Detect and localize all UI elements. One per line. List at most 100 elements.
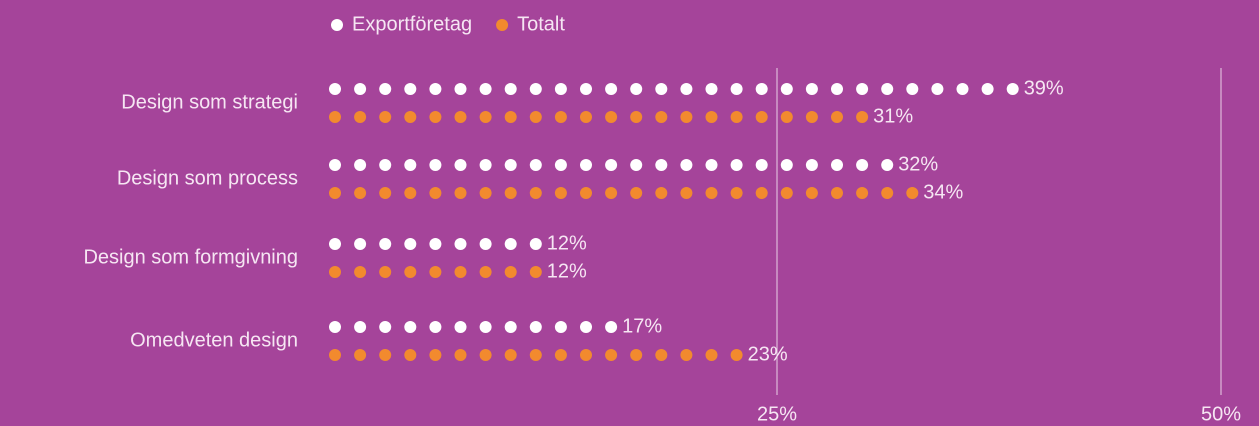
dot — [805, 111, 818, 123]
dot — [755, 159, 768, 171]
dot — [554, 349, 567, 361]
dot — [856, 159, 869, 171]
dot — [580, 111, 592, 123]
dot — [479, 187, 492, 199]
dot — [956, 83, 969, 95]
dot — [529, 349, 542, 361]
dot — [329, 187, 341, 199]
value-label: 34% — [923, 181, 963, 203]
category-label: Design som strategi — [121, 91, 298, 113]
dot — [404, 321, 417, 333]
dot — [379, 111, 392, 123]
value-label: 23% — [748, 343, 788, 365]
dot — [354, 238, 367, 250]
value-label: 39% — [1024, 77, 1064, 99]
dot — [329, 159, 341, 171]
dot — [881, 159, 894, 171]
dot — [429, 111, 442, 123]
dot — [379, 159, 392, 171]
dot — [429, 159, 442, 171]
dot — [805, 83, 818, 95]
dot — [680, 349, 693, 361]
dot — [354, 111, 367, 123]
dot — [429, 238, 442, 250]
dot — [529, 159, 542, 171]
dot — [429, 266, 442, 278]
dot — [1006, 83, 1019, 95]
dot — [354, 266, 367, 278]
dot — [881, 187, 894, 199]
dot — [329, 266, 341, 278]
dot — [354, 349, 367, 361]
dot — [404, 266, 417, 278]
dot — [831, 111, 843, 123]
dot — [429, 187, 442, 199]
dot — [429, 83, 442, 95]
dot — [479, 321, 492, 333]
dot — [906, 187, 919, 199]
dot — [329, 83, 341, 95]
dot — [856, 83, 869, 95]
dot-bar — [329, 321, 618, 333]
dot-bar — [329, 349, 743, 361]
dot — [580, 321, 592, 333]
dot — [705, 111, 718, 123]
legend-label: Totalt — [517, 13, 565, 35]
dot — [529, 83, 542, 95]
dot — [529, 111, 542, 123]
dot — [680, 83, 693, 95]
dot — [730, 83, 743, 95]
dot — [605, 349, 618, 361]
value-label: 17% — [622, 315, 662, 337]
dot — [580, 159, 592, 171]
dot — [354, 159, 367, 171]
dot — [630, 159, 643, 171]
dot — [705, 83, 718, 95]
dot — [479, 349, 492, 361]
dot — [404, 238, 417, 250]
dot — [831, 187, 843, 199]
dot — [504, 349, 517, 361]
dot — [680, 159, 693, 171]
x-tick-label: 25% — [757, 403, 797, 425]
dot — [755, 111, 768, 123]
dot — [479, 159, 492, 171]
dot — [504, 321, 517, 333]
dot — [655, 111, 668, 123]
dot — [630, 187, 643, 199]
dot — [354, 321, 367, 333]
dot — [780, 111, 793, 123]
dot — [329, 238, 341, 250]
dot — [504, 266, 517, 278]
value-label: 32% — [898, 153, 938, 175]
dot — [605, 187, 618, 199]
dot — [429, 349, 442, 361]
dot — [504, 111, 517, 123]
dot — [856, 111, 869, 123]
dot — [504, 159, 517, 171]
dot-bar — [329, 159, 894, 171]
value-label: 12% — [547, 260, 587, 282]
dot — [580, 349, 592, 361]
dot — [479, 111, 492, 123]
dot — [529, 321, 542, 333]
dot — [404, 349, 417, 361]
dot — [504, 187, 517, 199]
dot — [780, 187, 793, 199]
dot — [454, 111, 467, 123]
dot-bar — [329, 238, 542, 250]
dot-bar — [329, 111, 869, 123]
dot — [805, 187, 818, 199]
dot — [580, 83, 592, 95]
dot — [554, 111, 567, 123]
dot — [404, 159, 417, 171]
dot — [554, 83, 567, 95]
dot — [730, 349, 743, 361]
dot — [379, 321, 392, 333]
dot — [630, 349, 643, 361]
dot — [605, 159, 618, 171]
dot — [329, 111, 341, 123]
dot — [454, 159, 467, 171]
dot — [379, 187, 392, 199]
